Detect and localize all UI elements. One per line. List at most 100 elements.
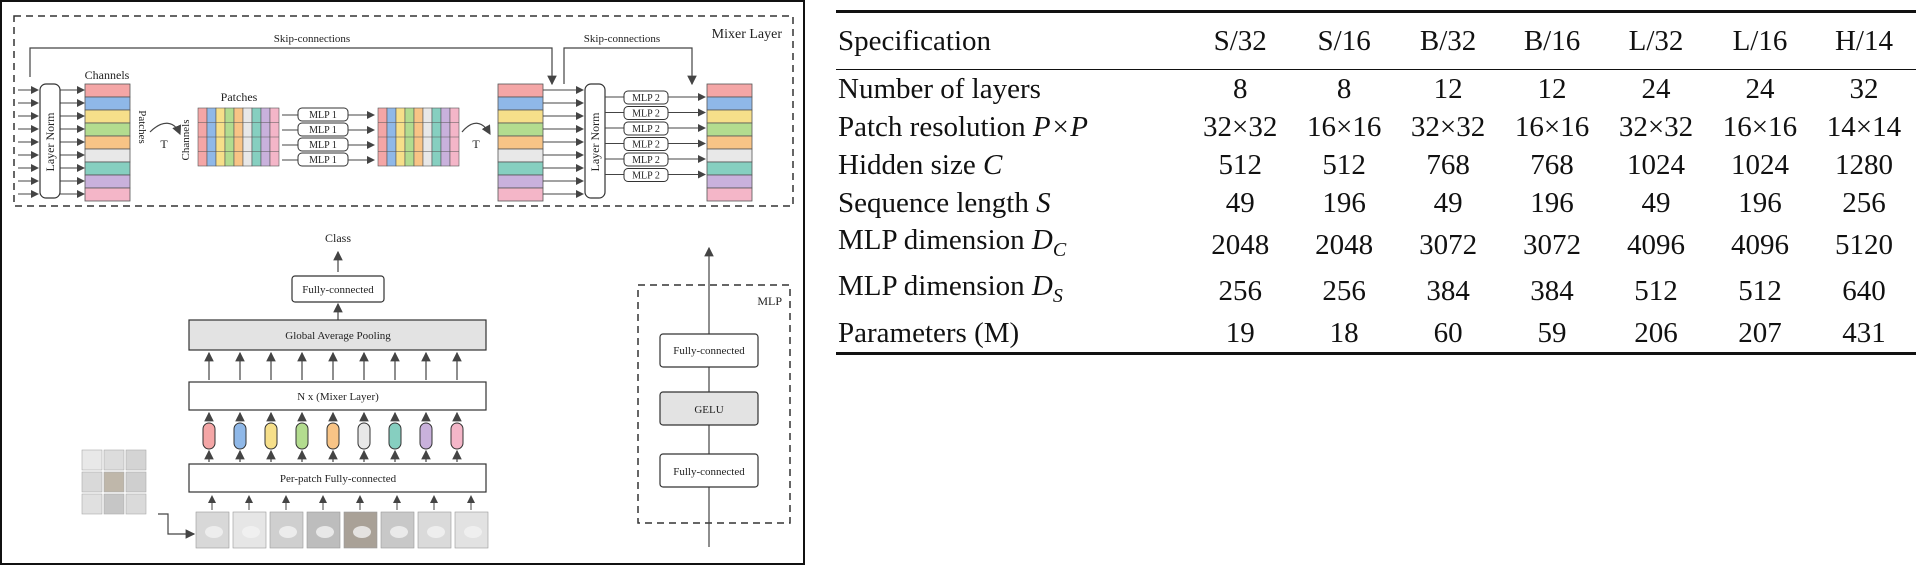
table-row-cell — [706, 83, 753, 98]
token-pill — [326, 422, 340, 450]
table-cell: 5120 — [1834, 228, 1893, 261]
skip-connection-2 — [563, 47, 697, 86]
table-cell: 32 — [1849, 73, 1879, 105]
mlp2-label: MLP 2 — [632, 109, 660, 120]
layer-norm-2-label: Layer Norm — [588, 112, 602, 172]
table-row-cell — [84, 96, 131, 111]
source-image-grid — [81, 449, 147, 515]
patches-label: Patches — [221, 90, 258, 104]
source-image-cell — [81, 471, 103, 493]
table-row-cell — [84, 187, 131, 202]
patches-side-label: Patches — [136, 110, 148, 144]
transpose-symbol-1: T — [160, 137, 168, 151]
table-row-cell — [706, 174, 753, 189]
table-cell: 768 — [1530, 149, 1574, 181]
row-label: Patch resolution P×P — [838, 111, 1088, 143]
token-table-transposed — [197, 107, 280, 167]
table-cell: 512 — [1738, 274, 1782, 307]
mlp1-label: MLP 1 — [309, 110, 337, 121]
table-cell: 2048 — [1211, 228, 1270, 261]
table-row-cell — [497, 148, 544, 163]
table-cell: 18 — [1329, 316, 1359, 349]
header-model-b-32: B/32 — [1419, 25, 1477, 57]
table-cell: 1280 — [1834, 149, 1893, 181]
source-image-cell — [103, 493, 125, 515]
header-model-s-32: S/32 — [1213, 25, 1267, 57]
layer-norm-1 — [39, 83, 61, 199]
row-label: Parameters (M) — [838, 316, 1020, 349]
token-pill — [202, 422, 216, 450]
table-cell: 196 — [1322, 187, 1366, 219]
mlp2-label: MLP 2 — [632, 171, 660, 182]
table-row-cell — [497, 96, 544, 111]
patch-highlight — [279, 526, 297, 538]
token-table-pre-norm2 — [497, 83, 544, 202]
table-header-row: Specification S/32 S/16 B/32 B/16 L/32 L/16 H/1… — [836, 11, 1916, 70]
patch-highlight — [205, 526, 223, 538]
header-model-h-14: H/14 — [1834, 25, 1893, 57]
source-image-cell — [103, 471, 125, 493]
source-image-cell — [125, 493, 147, 515]
row-label: MLP dimension DC — [838, 224, 1067, 261]
table-cell: 1024 — [1730, 149, 1789, 181]
token-table-input — [84, 83, 131, 202]
table-row-cell — [706, 187, 753, 202]
row-math-symbol: C — [982, 149, 1003, 181]
patch-highlight — [464, 526, 482, 538]
header-model-l-16: L/16 — [1732, 25, 1788, 57]
table-cell: 16×16 — [1514, 111, 1590, 143]
table-row-cell — [84, 83, 131, 98]
table-cell: 3072 — [1523, 228, 1582, 261]
table-cell: 206 — [1634, 316, 1678, 349]
skip-connection-1 — [29, 47, 557, 86]
token-pill — [295, 422, 309, 450]
gelu-label: GELU — [694, 404, 723, 416]
mlp1-label: MLP 1 — [309, 155, 337, 166]
row-label: MLP dimension DS — [838, 269, 1063, 307]
patch-highlight — [427, 526, 445, 538]
mlp1-label: MLP 1 — [309, 125, 337, 136]
token-table-mixed — [377, 107, 460, 167]
table-cell: 14×14 — [1826, 111, 1902, 143]
patch-highlight — [242, 526, 260, 538]
class-label: Class — [325, 231, 351, 245]
table-row: Parameters (M) 19 18 60 59 206 207 431 — [836, 314, 1916, 354]
table-cell: 256 — [1218, 274, 1262, 307]
table-cell: 49 — [1641, 187, 1671, 219]
table-cell: 384 — [1530, 274, 1574, 307]
row-math-subscript: S — [1052, 284, 1063, 307]
mixer-layer-box — [13, 15, 794, 207]
table-cell: 24 — [1641, 73, 1671, 105]
table-cell: 196 — [1530, 187, 1574, 219]
table-cell: 4096 — [1730, 228, 1789, 261]
table-cell: 16×16 — [1722, 111, 1798, 143]
skip-label-1: Skip-connections — [274, 33, 350, 45]
row-math-symbol: D — [1031, 224, 1053, 256]
mlp2-label: MLP 2 — [632, 140, 660, 151]
table-cell: 640 — [1842, 274, 1886, 307]
table-cell: 32×32 — [1203, 111, 1278, 143]
header-model-l-32: L/32 — [1628, 25, 1684, 57]
table-row: Hidden size C 512 512 768 768 1024 1024 1280 — [836, 146, 1916, 184]
source-image-cell — [125, 471, 147, 493]
table-row-cell — [497, 109, 544, 124]
table-cell: 431 — [1842, 316, 1886, 349]
row-label: Hidden size C — [838, 149, 1003, 181]
mlp-detail-title: MLP — [757, 294, 782, 308]
table-row-cell — [706, 122, 753, 137]
header-specification: Specification — [838, 25, 992, 57]
table-cell: 768 — [1426, 149, 1470, 181]
table-cell: 32×32 — [1618, 111, 1694, 143]
fully-connected-head-box — [291, 275, 385, 303]
table-row-cell — [706, 135, 753, 150]
table-row-cell — [706, 96, 753, 111]
mlp2-label: MLP 2 — [632, 124, 660, 135]
mixer-stack-box — [188, 381, 487, 411]
table-row: Number of layers 8 8 12 12 24 24 32 — [836, 70, 1916, 109]
table-cell: 256 — [1322, 274, 1366, 307]
table-row-cell — [84, 174, 131, 189]
figure-canvas: Mixer Layer Skip-connections Skip-connec… — [13, 15, 794, 549]
token-pill — [357, 422, 371, 450]
patch-highlight — [353, 526, 371, 538]
mlp-fc-top-label: Fully-connected — [673, 345, 745, 357]
